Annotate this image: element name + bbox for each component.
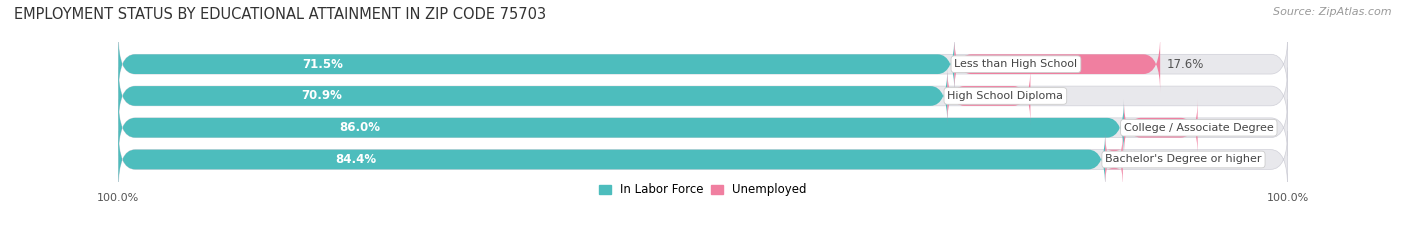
Text: 86.0%: 86.0% [340,121,381,134]
Text: 1.5%: 1.5% [1129,153,1160,166]
Text: Source: ZipAtlas.com: Source: ZipAtlas.com [1274,7,1392,17]
Text: 17.6%: 17.6% [1167,58,1205,71]
FancyBboxPatch shape [118,68,1288,124]
Text: 6.3%: 6.3% [1205,121,1234,134]
FancyBboxPatch shape [118,99,1123,156]
FancyBboxPatch shape [118,99,1288,156]
FancyBboxPatch shape [955,36,1160,93]
Text: 84.4%: 84.4% [336,153,377,166]
Text: 100.0%: 100.0% [1267,193,1309,203]
FancyBboxPatch shape [118,68,948,124]
Legend: In Labor Force, Unemployed: In Labor Force, Unemployed [595,178,811,201]
FancyBboxPatch shape [118,131,1105,188]
FancyBboxPatch shape [948,68,1031,124]
Text: 7.1%: 7.1% [1038,89,1067,103]
FancyBboxPatch shape [1105,131,1123,188]
Text: 100.0%: 100.0% [97,193,139,203]
Text: Less than High School: Less than High School [955,59,1077,69]
Text: College / Associate Degree: College / Associate Degree [1123,123,1274,133]
FancyBboxPatch shape [118,36,1288,93]
Text: 71.5%: 71.5% [302,58,343,71]
Text: EMPLOYMENT STATUS BY EDUCATIONAL ATTAINMENT IN ZIP CODE 75703: EMPLOYMENT STATUS BY EDUCATIONAL ATTAINM… [14,7,546,22]
Text: Bachelor's Degree or higher: Bachelor's Degree or higher [1105,154,1261,164]
Text: High School Diploma: High School Diploma [948,91,1063,101]
Text: 70.9%: 70.9% [301,89,342,103]
FancyBboxPatch shape [118,131,1288,188]
FancyBboxPatch shape [1123,99,1198,156]
FancyBboxPatch shape [118,36,955,93]
